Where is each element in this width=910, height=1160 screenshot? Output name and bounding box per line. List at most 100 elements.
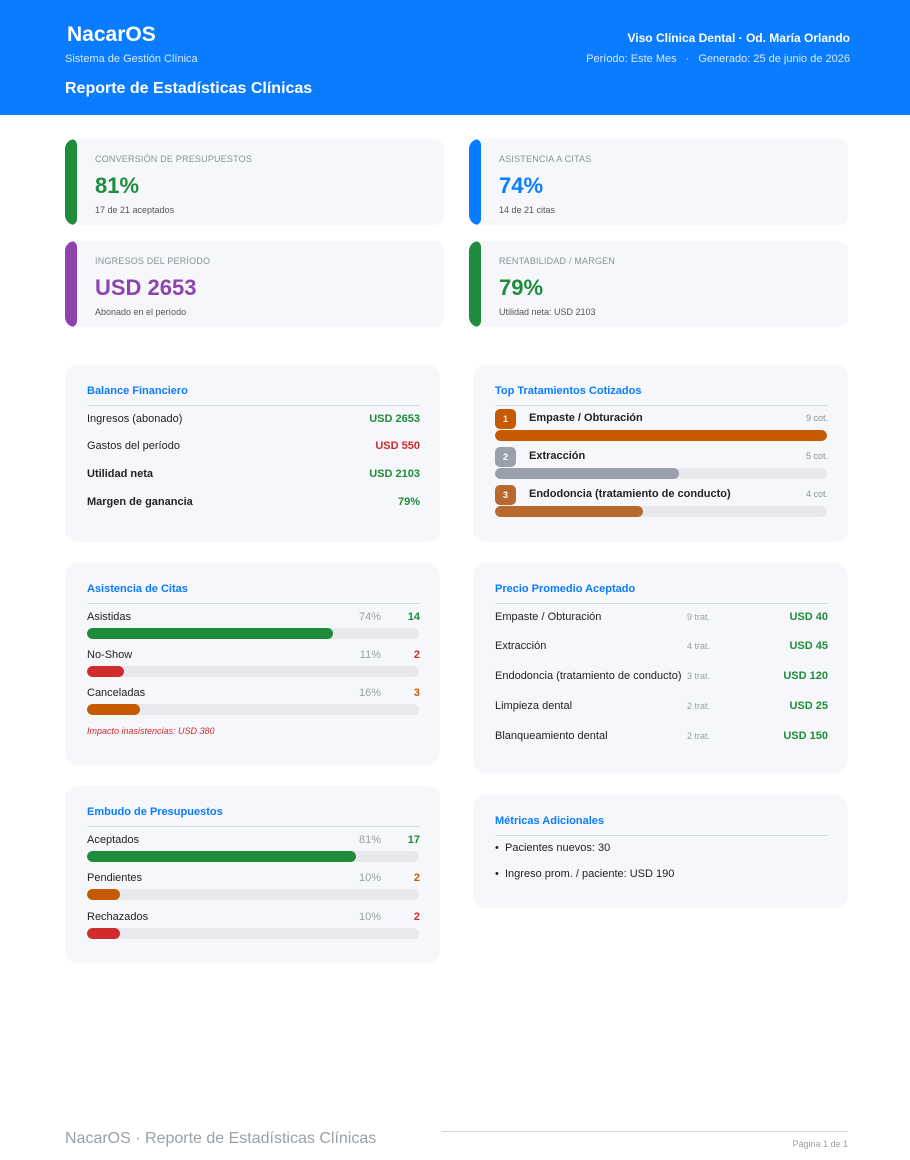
kpi-accent-bar xyxy=(469,241,481,327)
divider xyxy=(87,405,420,406)
price-value: USD 120 xyxy=(783,670,828,682)
kpi-accent-bar xyxy=(65,139,77,225)
kpi-value: 79% xyxy=(499,275,544,300)
footer-divider xyxy=(442,1131,848,1132)
price-row: Endodoncia (tratamiento de conducto) 3 t… xyxy=(495,670,828,684)
divider xyxy=(87,603,420,604)
price-row: Extracción 4 trat. USD 45 xyxy=(495,640,828,654)
funnel-row: Aceptados 81% 17 xyxy=(87,834,420,848)
attendance-label: Asistidas xyxy=(87,611,132,623)
top-treatments-title: Top Tratamientos Cotizados xyxy=(495,385,642,397)
attendance-bar-track xyxy=(87,628,419,639)
treatment-name: Extracción xyxy=(529,450,586,462)
kpi-subtext: 14 de 21 citas xyxy=(499,205,556,215)
price-trat-count: 2 trat. xyxy=(687,701,711,711)
balance-row-income: Ingresos (abonado) USD 2653 xyxy=(87,413,420,427)
metric-item: • Pacientes nuevos: 30 xyxy=(495,842,610,854)
kpi-accent-bar xyxy=(65,241,77,327)
price-row: Blanqueamiento dental 2 trat. USD 150 xyxy=(495,730,828,744)
funnel-bar-fill xyxy=(87,889,121,900)
kpi-accent-bar xyxy=(469,139,481,225)
funnel-label: Rechazados xyxy=(87,911,149,923)
attendance-row: Asistidas 74% 14 xyxy=(87,611,420,625)
funnel-bar-track xyxy=(87,928,419,939)
metrics-title: Métricas Adicionales xyxy=(495,815,605,827)
price-treatment: Blanqueamiento dental xyxy=(495,730,608,742)
price-value: USD 45 xyxy=(789,640,828,652)
metric-text: Ingreso prom. / paciente: USD 190 xyxy=(505,868,675,880)
balance-row-expenses: Gastos del período USD 550 xyxy=(87,440,420,454)
funnel-percent: 10% xyxy=(358,911,381,923)
attendance-percent: 74% xyxy=(358,611,381,623)
kpi-value: USD 2653 xyxy=(95,275,197,300)
rank-badge: 3 xyxy=(495,485,516,505)
balance-label: Gastos del período xyxy=(87,440,180,452)
attendance-title: Asistencia de Citas xyxy=(87,583,188,595)
balance-row-net-profit: Utilidad neta USD 2103 xyxy=(87,468,420,482)
price-treatment: Empaste / Obturación xyxy=(495,611,602,623)
price-value: USD 150 xyxy=(783,730,828,742)
funnel-row: Pendientes 10% 2 xyxy=(87,872,420,886)
divider xyxy=(495,835,828,836)
price-treatment: Extracción xyxy=(495,640,547,652)
balance-label: Ingresos (abonado) xyxy=(87,413,183,425)
kpi-card-margin: RENTABILIDAD / MARGEN 79% Utilidad neta:… xyxy=(469,241,848,327)
balance-card: Balance Financiero Ingresos (abonado) US… xyxy=(65,365,440,542)
balance-value: 79% xyxy=(397,496,420,508)
kpi-value: 74% xyxy=(499,173,544,198)
attendance-row: Canceladas 16% 3 xyxy=(87,687,420,701)
funnel-label: Pendientes xyxy=(87,872,143,884)
funnel-row: Rechazados 10% 2 xyxy=(87,911,420,925)
funnel-count: 2 xyxy=(413,911,420,923)
kpi-value: 81% xyxy=(95,173,140,198)
attendance-label: No-Show xyxy=(87,649,133,661)
price-treatment: Endodoncia (tratamiento de conducto) xyxy=(495,670,682,682)
funnel-count: 17 xyxy=(407,834,420,846)
attendance-row: No-Show 11% 2 xyxy=(87,649,420,663)
funnel-bar-fill xyxy=(87,851,356,862)
avg-price-card: Precio Promedio Aceptado Empaste / Obtur… xyxy=(473,563,848,773)
clinic-name: Viso Clínica Dental · Od. María Orlando xyxy=(627,31,851,45)
brand-name: NacarOS xyxy=(67,23,156,46)
generated-date: Generado: 25 de junio de 2026 xyxy=(698,53,850,65)
metrics-card: Métricas Adicionales • Pacientes nuevos: … xyxy=(473,795,848,908)
treatment-bar-fill xyxy=(495,430,827,441)
top-treatment-item: 2 Extracción 5 cot. xyxy=(495,447,828,467)
bullet-icon: • xyxy=(495,842,499,854)
kpi-subtext: Abonado en el período xyxy=(95,307,187,317)
divider xyxy=(495,603,828,604)
treatment-name: Empaste / Obturación xyxy=(529,412,643,424)
top-treatments-card: Top Tratamientos Cotizados 1 Empaste / O… xyxy=(473,365,848,542)
balance-row-margin: Margen de ganancia 79% xyxy=(87,496,420,510)
rank-badge: 2 xyxy=(495,447,516,467)
funnel-bar-track xyxy=(87,889,419,900)
balance-label: Utilidad neta xyxy=(87,468,154,480)
treatment-bar-track xyxy=(495,506,827,517)
treatment-name: Endodoncia (tratamiento de conducto) xyxy=(529,488,731,500)
attendance-count: 3 xyxy=(413,687,420,699)
funnel-percent: 10% xyxy=(358,872,381,884)
metric-item: • Ingreso prom. / paciente: USD 190 xyxy=(495,868,674,880)
treatment-bar-track xyxy=(495,430,827,441)
funnel-bar-track xyxy=(87,851,419,862)
no-show-impact: Impacto inasistencias: USD 380 xyxy=(87,726,215,736)
balance-value: USD 2103 xyxy=(369,468,420,480)
attendance-bar-track xyxy=(87,666,419,677)
metric-text: Pacientes nuevos: 30 xyxy=(505,842,611,854)
divider xyxy=(87,826,420,827)
kpi-card-income: INGRESOS DEL PERÍODO USD 2653 Abonado en… xyxy=(65,241,444,327)
treatment-bar-track xyxy=(495,468,827,479)
report-title: Reporte de Estadísticas Clínicas xyxy=(65,80,313,97)
balance-value: USD 2653 xyxy=(369,413,420,425)
brand-subtitle: Sistema de Gestión Clínica xyxy=(65,53,198,65)
attendance-count: 2 xyxy=(413,649,420,661)
period-line: Período: Este Mes · Generado: 25 de junio … xyxy=(586,53,850,65)
kpi-label: INGRESOS DEL PERÍODO xyxy=(95,256,211,266)
period-label: Período: Este Mes xyxy=(586,53,677,65)
rank-badge: 1 xyxy=(495,409,516,429)
funnel-card: Embudo de Presupuestos Aceptados 81% 17 … xyxy=(65,786,440,963)
price-value: USD 25 xyxy=(789,700,828,712)
balance-value: USD 550 xyxy=(375,440,420,452)
attendance-percent: 16% xyxy=(358,687,381,699)
price-row: Empaste / Obturación 9 trat. USD 40 xyxy=(495,611,828,625)
